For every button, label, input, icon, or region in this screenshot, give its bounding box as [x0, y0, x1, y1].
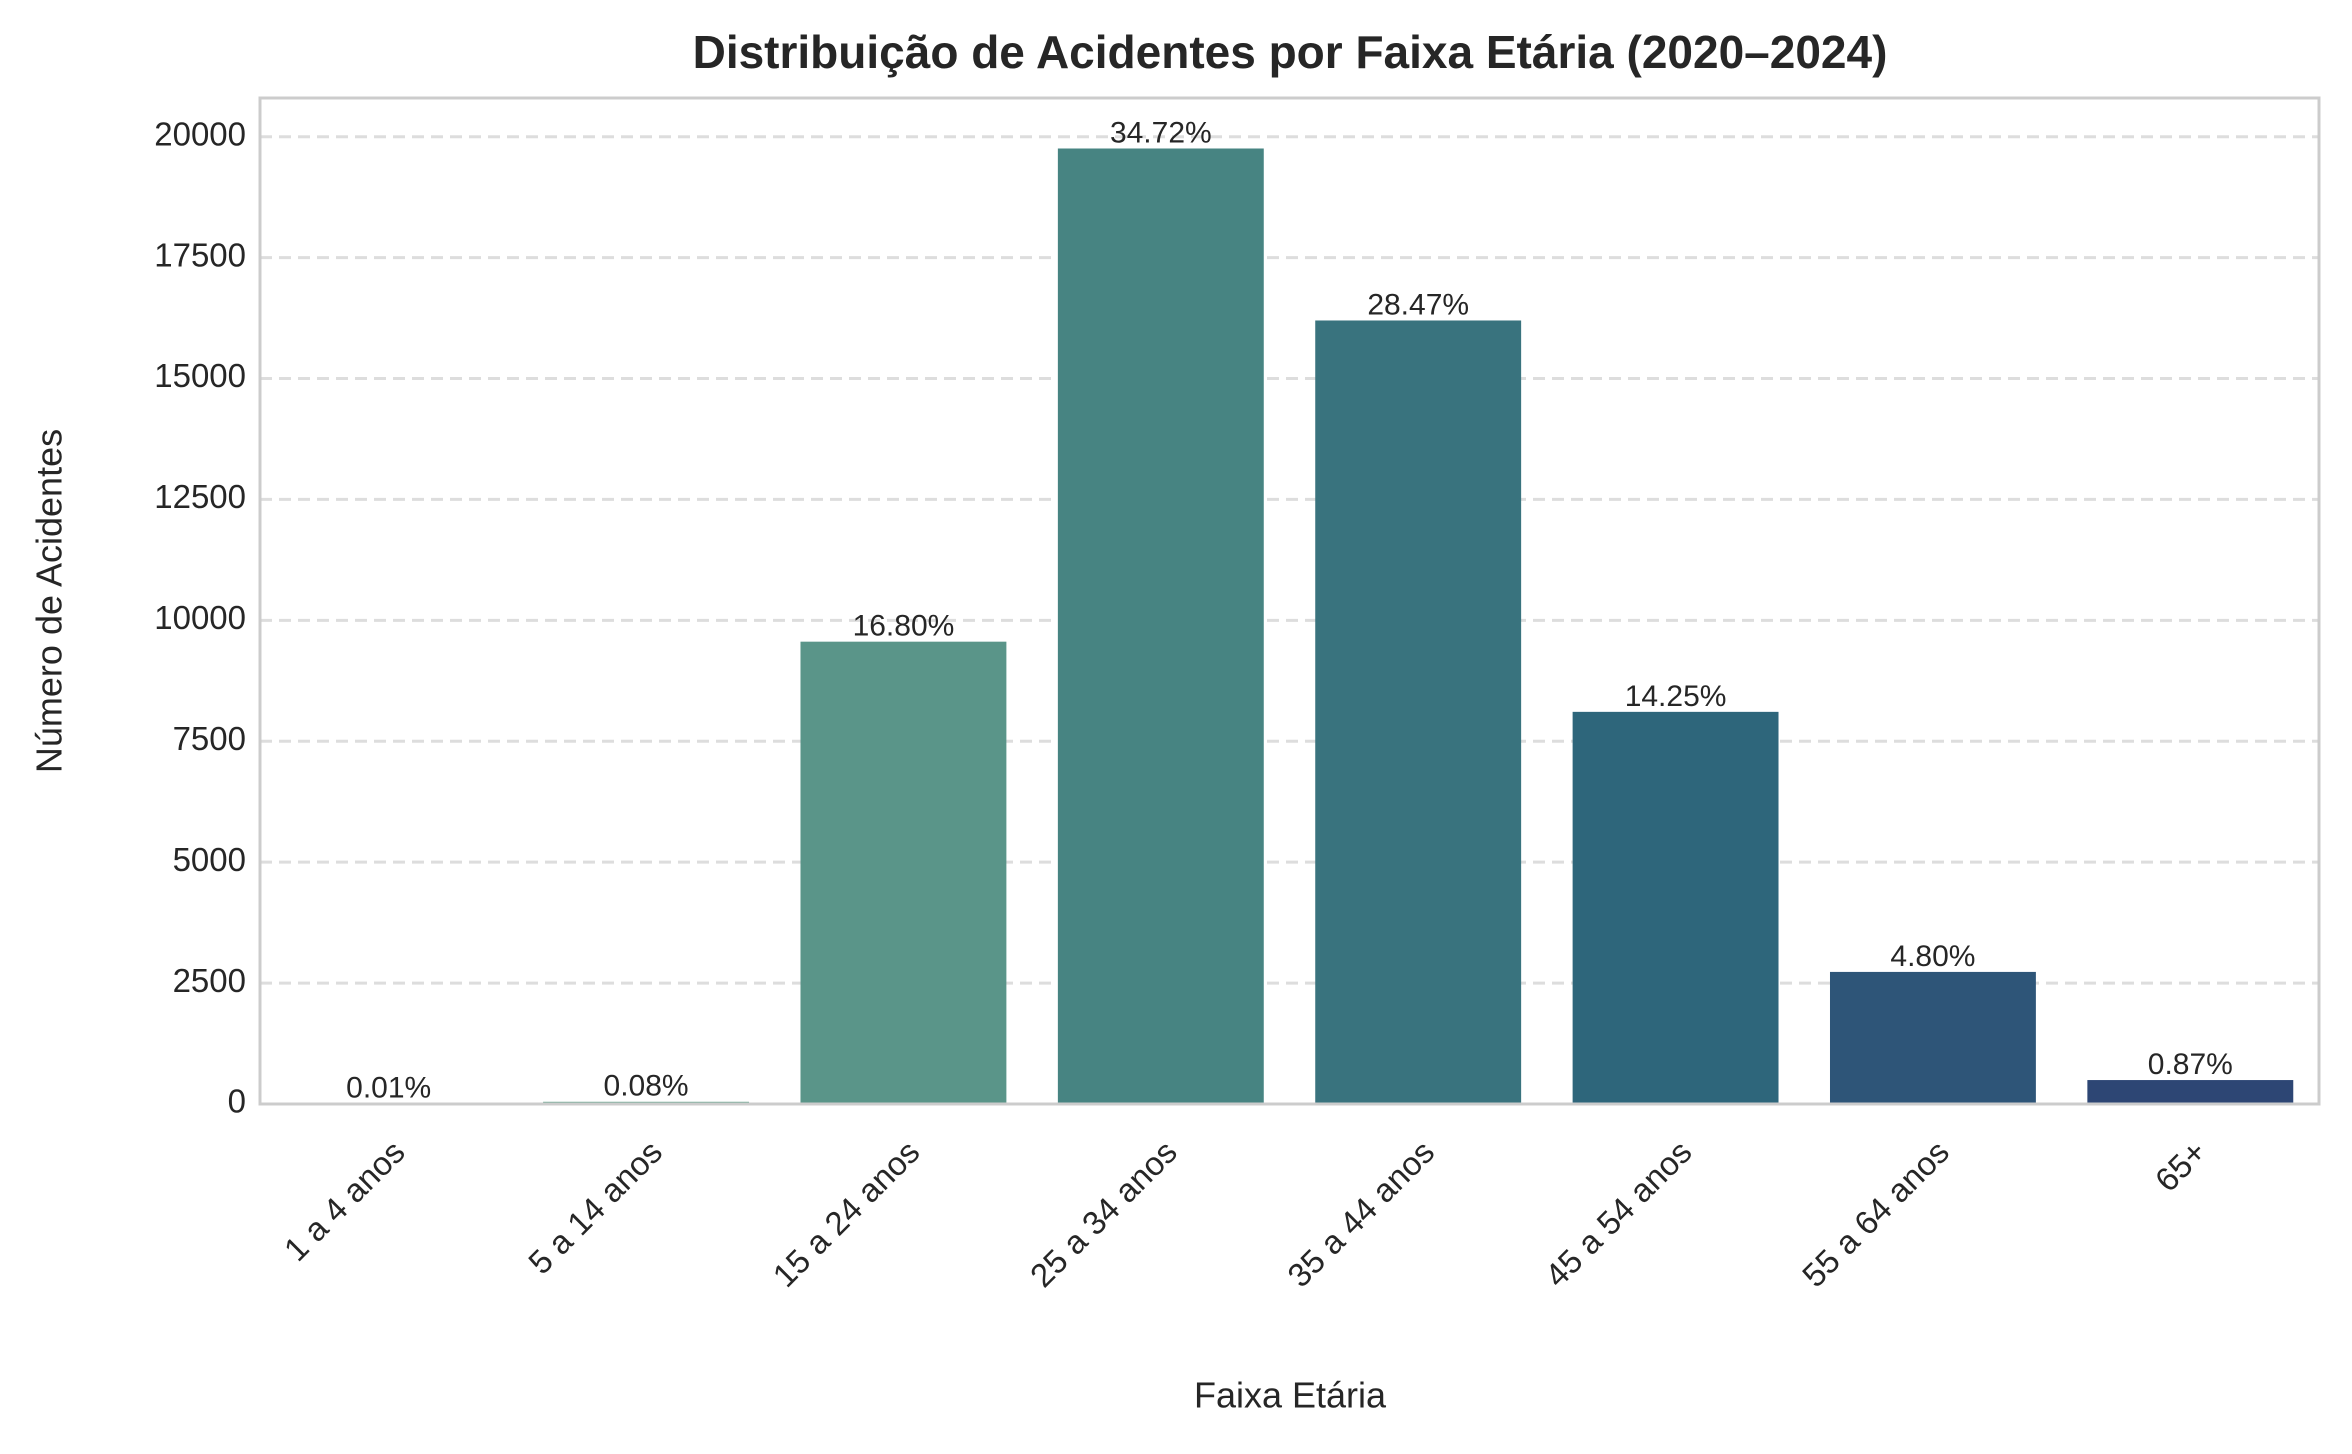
x-tick-label: 5 a 14 anos	[521, 1133, 669, 1281]
bar	[1057, 148, 1264, 1104]
plot-frame	[258, 96, 2321, 1106]
y-tick-label: 10000	[154, 599, 246, 636]
y-tick-label: 0	[228, 1083, 246, 1120]
data-label: 0.01%	[346, 1072, 431, 1105]
y-tick-label: 2500	[173, 962, 246, 999]
data-label: 28.47%	[1367, 288, 1469, 321]
y-tick-label: 20000	[154, 115, 246, 152]
x-tick-label: 65+	[2148, 1133, 2214, 1199]
x-tick-label: 35 a 44 anos	[1280, 1133, 1441, 1294]
x-tick-label: 1 a 4 anos	[277, 1133, 412, 1268]
bar	[2087, 1080, 2294, 1104]
data-label: 0.87%	[2148, 1048, 2233, 1081]
x-tick-label: 45 a 54 anos	[1538, 1133, 1699, 1294]
x-tick-label: 25 a 34 anos	[1023, 1133, 1184, 1294]
x-axis-label: Faixa Etária	[1194, 1375, 1387, 1416]
data-label: 34.72%	[1110, 116, 1212, 149]
y-axis-label: Número de Acidentes	[29, 429, 70, 773]
data-label: 16.80%	[853, 610, 955, 643]
data-label: 4.80%	[1890, 940, 1975, 973]
data-label: 0.08%	[604, 1070, 689, 1103]
y-tick-label: 17500	[154, 236, 246, 273]
x-tick-label: 55 a 64 anos	[1795, 1133, 1956, 1294]
y-tick-label: 5000	[173, 841, 246, 878]
chart-title: Distribuição de Acidentes por Faixa Etár…	[693, 26, 1888, 78]
y-tick-label: 15000	[154, 357, 246, 394]
bar	[1829, 971, 2036, 1104]
bar	[1315, 320, 1522, 1104]
y-tick-label: 12500	[154, 478, 246, 515]
bar	[1572, 711, 1779, 1104]
y-tick-label: 7500	[173, 720, 246, 757]
x-tick-label: 15 a 24 anos	[765, 1133, 926, 1294]
bar	[800, 641, 1007, 1104]
data-label: 14.25%	[1625, 680, 1727, 713]
